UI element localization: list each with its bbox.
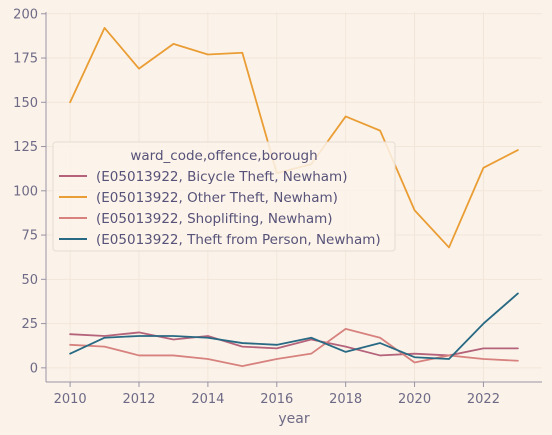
y-tick-label: 0 [30,361,38,376]
y-tick-label: 50 [21,273,38,288]
x-ticks: 2010 2012 2014 2016 2018 2020 2022 [54,382,500,407]
x-tick-label: 2012 [122,392,155,407]
y-tick-label: 175 [13,52,38,67]
legend-label: (E05013922, Bicycle Theft, Newham) [96,169,347,185]
series-line-3 [69,327,519,367]
y-tick-label: 200 [13,7,38,22]
legend-label: (E05013922, Theft from Person, Newham) [96,232,381,248]
y-tick-label: 75 [21,229,38,244]
legend: ward_code,offence,borough (E05013922, Bi… [52,141,396,252]
series-line-1 [69,331,519,357]
legend-label: (E05013922, Shoplifting, Newham) [96,211,333,227]
x-tick-label: 2016 [260,392,293,407]
x-tick-label: 2020 [398,392,431,407]
legend-box [52,141,396,252]
y-tick-label: 25 [21,317,38,332]
y-tick-label: 100 [13,184,38,199]
legend-title: ward_code,offence,borough [130,148,317,164]
legend-label: (E05013922, Other Theft, Newham) [96,190,338,206]
x-tick-label: 2010 [54,392,87,407]
x-tick-label: 2018 [329,392,362,407]
y-tick-label: 125 [13,140,38,155]
series-line-4 [69,292,519,360]
axes [45,12,542,383]
legend-entries: (E05013922, Bicycle Theft, Newham) (E0501… [59,169,381,248]
x-axis-title: year [278,411,309,427]
y-ticks: 0 25 50 75 100 125 150 175 200 [13,7,46,376]
y-tick-label: 150 [13,96,38,111]
x-tick-label: 2014 [191,392,224,407]
x-tick-label: 2022 [467,392,500,407]
